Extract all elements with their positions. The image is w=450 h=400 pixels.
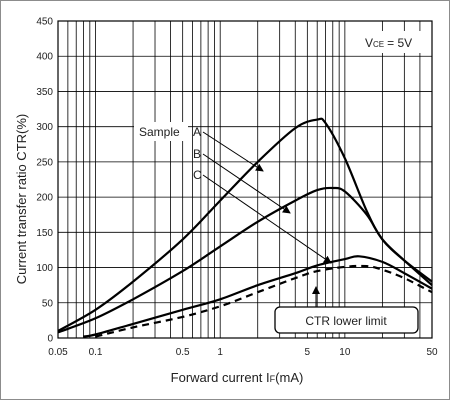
tick-labels: 0 50 100 150 200 250 300 350 400 450 0.05 0.1 0.5 1 5 1…: [36, 17, 438, 359]
y-tick-label: 0: [47, 334, 53, 345]
series-line-c: [83, 255, 433, 338]
condition-sub: CE: [373, 40, 384, 49]
x-tick-label: 0.5: [176, 347, 190, 358]
x-tick-label: 10: [339, 347, 351, 358]
y-tick-label: 250: [36, 157, 53, 168]
svg-text:VCE= 5V: VCE = 5V: [365, 36, 412, 50]
plot-frame: [57, 20, 433, 339]
lower-limit-box: [274, 306, 419, 334]
y-tick-label: 50: [42, 298, 54, 309]
y-tick-label: 450: [36, 17, 53, 28]
lower-limit-callout: CTR lower limit: [274, 286, 419, 334]
y-axis-title: Current transfer ratio CTR(%): [14, 114, 29, 284]
x-tick-label: 0.1: [89, 347, 103, 358]
sample-c-label: C: [193, 168, 202, 182]
y-tick-label: 300: [36, 122, 53, 133]
arrow-to-c: [202, 174, 332, 264]
x-tick-label: 50: [426, 347, 438, 358]
x-tick-label: 1: [217, 347, 223, 358]
condition-label: VCE = 5V: [356, 31, 426, 53]
x-axis-title: Forward current IF(mA): [171, 370, 304, 385]
condition-value: = 5V: [387, 36, 412, 50]
y-tick-label: 100: [36, 263, 53, 274]
x-tick-label: 5: [305, 347, 311, 358]
sample-a-label: A: [193, 125, 201, 139]
y-tick-label: 200: [36, 193, 53, 204]
condition-main: V: [365, 36, 373, 50]
sample-label: Sample: [139, 125, 180, 139]
series-line-ctr-lower-limit: [95, 264, 433, 338]
y-tick-label: 400: [36, 52, 53, 63]
x-axis-title-sub: F: [270, 374, 276, 384]
arrow-to-b: [202, 153, 291, 214]
series-line-a: [57, 117, 433, 332]
x-tick-label: 0.05: [48, 347, 68, 358]
arrow-to-a: [202, 131, 264, 172]
sample-b-label: B: [193, 147, 201, 161]
series-line-b: [57, 186, 433, 334]
y-tick-label: 150: [36, 228, 53, 239]
lower-limit-label: CTR lower limit: [305, 314, 387, 328]
x-axis-title-suffix: (mA): [275, 370, 303, 385]
series-layer: [57, 117, 433, 338]
x-axis-title-prefix: Forward current I: [171, 370, 270, 385]
y-tick-label: 350: [36, 87, 53, 98]
sample-annotation: Sample A B C: [134, 122, 332, 264]
